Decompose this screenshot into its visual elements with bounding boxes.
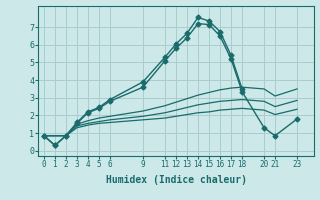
X-axis label: Humidex (Indice chaleur): Humidex (Indice chaleur) [106,175,246,185]
